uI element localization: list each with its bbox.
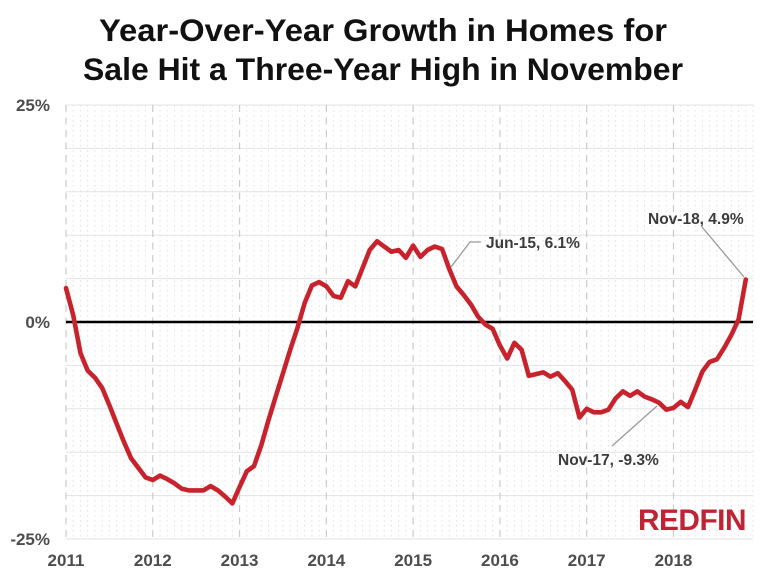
x-tick-label: 2015 (394, 551, 432, 570)
x-axis-labels: 2011 2012 2013 2014 2015 2016 2017 2018 (48, 551, 693, 570)
y-tick-label: 0% (25, 313, 50, 332)
x-tick-label: 2017 (568, 551, 606, 570)
chart-title: Year-Over-Year Growth in Homes for Sale … (83, 12, 683, 87)
x-tick-label: 2012 (134, 551, 172, 570)
y-tick-label: -25% (10, 530, 50, 549)
chart-title-line1: Year-Over-Year Growth in Homes for (99, 12, 667, 48)
annotation-label: Jun-15, 6.1% (486, 235, 580, 252)
x-tick-label: 2013 (221, 551, 259, 570)
annotation-label: Nov-17, -9.3% (558, 452, 659, 469)
annotation-label: Nov-18, 4.9% (648, 211, 744, 228)
annotations: Jun-15, 6.1% Nov-17, -9.3% Nov-18, 4.9% (450, 211, 745, 469)
y-tick-label: 25% (16, 96, 50, 115)
y-axis-labels: 25% 0% -25% (10, 96, 50, 549)
horizontal-gridlines (66, 104, 754, 540)
chart-title-line2: Sale Hit a Three-Year High in November (83, 51, 683, 87)
annotation-leader-line (450, 241, 481, 268)
redfin-logo: REDFIN (638, 504, 746, 537)
annotation-leader-line (611, 405, 658, 447)
x-tick-label: 2018 (655, 551, 693, 570)
x-tick-label: 2014 (307, 551, 345, 570)
x-tick-label: 2011 (48, 551, 85, 570)
annotation-leader-line (701, 226, 745, 278)
x-tick-label: 2016 (481, 551, 519, 570)
data-series-line (63, 239, 749, 506)
